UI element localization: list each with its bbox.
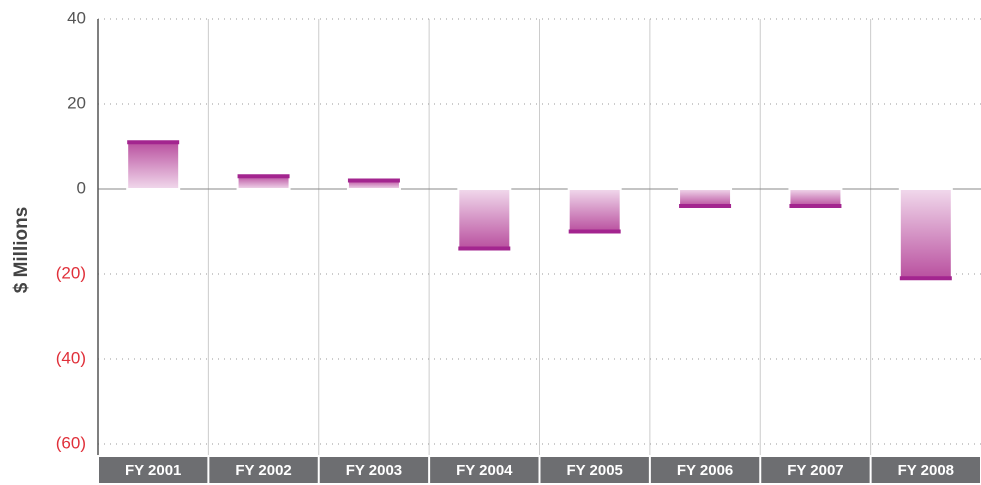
category-box xyxy=(319,457,429,483)
y-tick-label: 20 xyxy=(67,93,86,112)
x-tick-label: FY 2003 xyxy=(346,462,402,479)
x-tick-label: FY 2004 xyxy=(456,462,513,479)
y-axis-label: $ Millions xyxy=(11,207,32,294)
category-box xyxy=(761,457,870,483)
category-box xyxy=(871,457,980,483)
bar xyxy=(678,188,733,207)
y-tick-label: (60) xyxy=(56,433,86,452)
category-box xyxy=(209,457,318,483)
x-tick-label: FY 2006 xyxy=(677,462,733,479)
bar xyxy=(898,188,953,280)
category-box xyxy=(540,457,649,483)
y-tick-label: (20) xyxy=(56,263,86,282)
bar xyxy=(457,188,512,250)
x-tick-label: FY 2001 xyxy=(125,462,181,479)
category-box xyxy=(430,457,539,483)
x-tick-label: FY 2007 xyxy=(787,462,843,479)
category-box xyxy=(650,457,760,483)
y-tick-label: (40) xyxy=(56,348,86,367)
x-tick-label: FY 2005 xyxy=(566,462,622,479)
x-tick-label: FY 2002 xyxy=(235,462,291,479)
y-tick-label: 0 xyxy=(77,178,86,197)
category-box xyxy=(99,457,208,483)
bar xyxy=(126,141,181,190)
bar xyxy=(788,188,843,207)
bar xyxy=(567,188,622,233)
y-tick-label: 40 xyxy=(67,8,86,27)
x-tick-label: FY 2008 xyxy=(898,462,954,479)
